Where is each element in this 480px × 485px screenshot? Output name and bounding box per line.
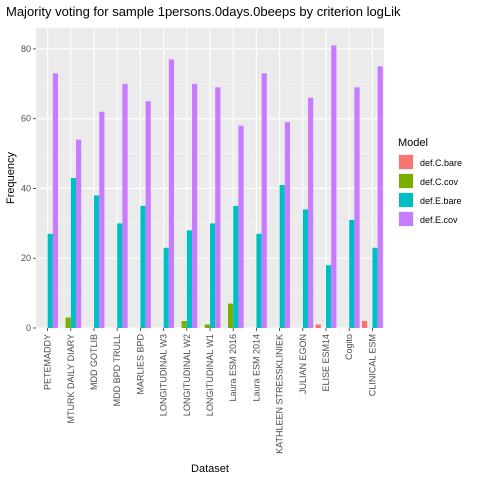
bar	[204, 324, 210, 328]
y-tick-label: 0	[26, 323, 31, 333]
legend-label: def.E.bare	[420, 196, 462, 206]
bar	[215, 87, 221, 328]
bar	[168, 59, 175, 328]
bar	[227, 303, 234, 328]
bar	[349, 219, 355, 328]
x-axis: PETEMADDY MTURK DAILY DIARY MDD GOTLIB MDD …	[43, 328, 377, 454]
bar	[372, 247, 378, 328]
bar	[354, 87, 360, 328]
bar	[181, 321, 187, 328]
bar	[52, 73, 59, 328]
bar	[261, 73, 267, 328]
x-axis-label: Dataset	[191, 463, 229, 475]
bar	[76, 139, 82, 328]
legend-swatch	[399, 212, 413, 226]
legend-label: def.C.bare	[420, 158, 462, 168]
legend-label: def.E.cov	[420, 215, 458, 225]
legend-title: Model	[398, 137, 428, 149]
x-tick-label: Laura ESM 2016	[228, 334, 238, 402]
x-tick-label: MDD GOTLIB	[89, 334, 99, 390]
legend-swatch	[399, 155, 413, 169]
chart-title: Majority voting for sample 1persons.0day…	[6, 4, 401, 19]
bar	[284, 122, 291, 329]
bar	[163, 247, 169, 328]
bar	[377, 66, 383, 328]
bar	[122, 83, 128, 328]
x-tick-label: MDD BPD TRULL	[112, 334, 122, 406]
x-tick-label: ELISE ESM14	[321, 334, 331, 392]
legend-swatch	[399, 174, 413, 188]
bar	[238, 125, 244, 329]
legend-label: def.C.cov	[420, 177, 459, 187]
bar	[361, 321, 368, 328]
y-tick-label: 20	[21, 253, 31, 263]
bar	[65, 317, 71, 328]
bar	[70, 178, 77, 328]
bar	[302, 209, 309, 328]
y-axis: 0 20 40 60 80	[21, 44, 36, 333]
bar	[331, 45, 337, 328]
x-tick-label: Laura ESM 2014	[251, 334, 261, 402]
legend: Model def.C.bare def.C.cov def.E.bare def.E…	[398, 137, 462, 227]
bar	[210, 223, 216, 328]
x-tick-label: MTURK DAILY DIARY	[66, 334, 76, 424]
bar	[315, 324, 321, 328]
bar	[94, 195, 100, 328]
y-tick-label: 40	[21, 183, 31, 193]
bar	[99, 111, 105, 328]
bar	[145, 101, 151, 328]
x-tick-label: LONGITUDINAL W1	[205, 334, 215, 416]
bar	[47, 233, 53, 328]
bar	[233, 205, 239, 328]
bar	[192, 83, 198, 328]
bar	[279, 184, 285, 328]
legend-swatch	[399, 193, 413, 207]
x-tick-label: CLINICAL ESM	[367, 334, 377, 396]
x-tick-label: JULIAN EGON	[298, 334, 308, 394]
bar	[117, 223, 123, 328]
y-axis-label: Frequency	[5, 152, 17, 204]
bar	[326, 265, 332, 328]
x-tick-label: PETEMADDY	[43, 334, 53, 390]
bar	[186, 230, 193, 328]
bar	[140, 205, 146, 328]
x-tick-label: LONGITUDINAL W3	[159, 334, 169, 416]
x-tick-label: KATHLEEN STRESSKLINIEK	[275, 334, 285, 454]
bar	[308, 97, 314, 328]
x-tick-label: LONGITUDINAL W2	[182, 334, 192, 416]
y-tick-label: 80	[21, 44, 31, 54]
x-tick-label: Cogito	[344, 334, 354, 360]
x-tick-label: MARLIES BPD	[135, 334, 145, 395]
y-tick-label: 60	[21, 114, 31, 124]
bar	[256, 233, 262, 328]
bars	[47, 45, 383, 329]
